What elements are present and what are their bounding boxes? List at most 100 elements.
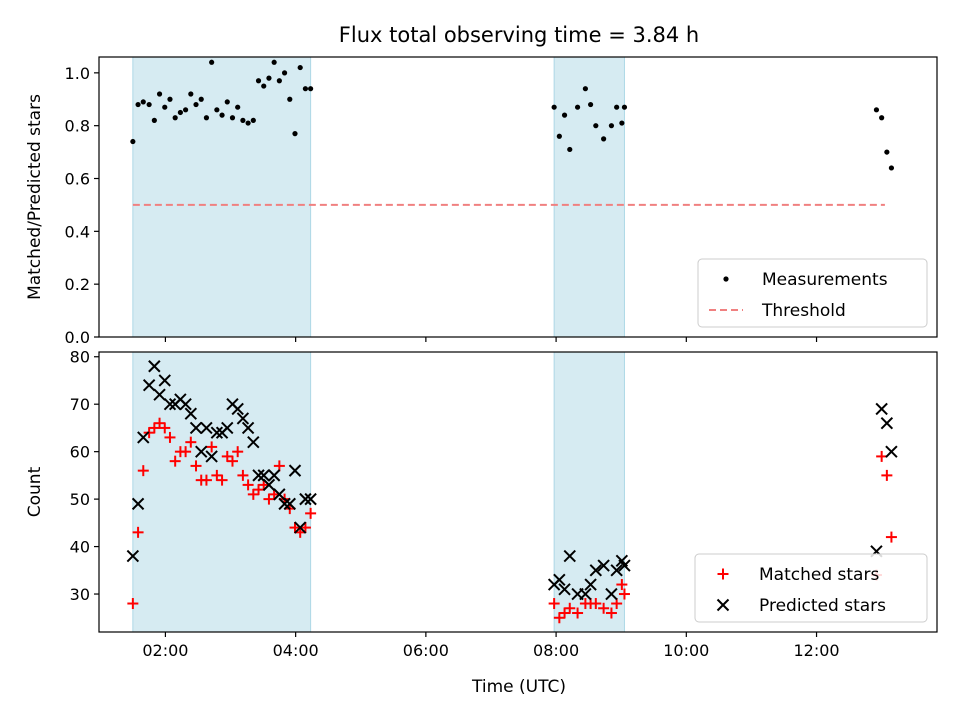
data-point [614, 104, 620, 110]
marker-shape [597, 559, 610, 572]
data-point [619, 120, 625, 126]
data-point [159, 422, 171, 434]
y-tick-label: 0.2 [65, 275, 90, 294]
y-tick-label: 0.0 [65, 328, 90, 347]
marker-shape [137, 431, 150, 444]
data-point [289, 522, 301, 534]
data-point [563, 549, 576, 563]
marker-shape [601, 136, 607, 142]
data-point [305, 507, 317, 519]
data-point [184, 407, 198, 420]
y-tick-label: 70 [70, 395, 90, 414]
data-point [271, 59, 277, 65]
data-point [182, 107, 189, 113]
data-point [293, 521, 307, 534]
marker-shape [567, 146, 573, 153]
data-point [200, 474, 212, 486]
data-point [605, 587, 618, 601]
marker-shape [561, 112, 568, 118]
data-point [610, 564, 623, 577]
marker-shape [885, 445, 898, 458]
marker-shape [304, 492, 317, 506]
data-point [131, 497, 145, 511]
marker-shape [195, 445, 208, 458]
legend-item: Threshold [709, 301, 846, 321]
data-point [621, 104, 628, 110]
marker-shape [255, 78, 262, 84]
marker-shape [287, 96, 293, 102]
marker-shape [184, 407, 198, 420]
marker-shape [153, 388, 166, 401]
marker-shape [261, 83, 267, 89]
data-point [287, 96, 293, 102]
marker-shape [205, 450, 218, 463]
marker-shape [146, 101, 152, 108]
data-point [589, 564, 603, 577]
data-point [880, 416, 894, 430]
data-point [190, 460, 202, 472]
data-point [177, 109, 183, 116]
data-point [132, 526, 144, 538]
marker-shape [262, 478, 276, 492]
data-point [559, 607, 571, 619]
marker-shape [126, 549, 140, 563]
data-point [240, 117, 246, 123]
marker-shape [281, 70, 288, 76]
data-point [224, 99, 230, 105]
marker-shape [588, 101, 594, 108]
marker-shape [198, 96, 204, 102]
marker-shape [193, 101, 199, 108]
marker-shape [231, 402, 244, 416]
data-point [292, 131, 298, 137]
data-point [140, 99, 146, 105]
marker-shape [293, 521, 307, 534]
legend-swatch [717, 568, 729, 580]
data-point [247, 435, 260, 449]
data-point [561, 112, 568, 118]
data-point [226, 455, 238, 467]
data-point [268, 488, 280, 500]
marker-shape [271, 59, 277, 65]
marker-shape [156, 91, 163, 97]
marker-shape [245, 120, 251, 126]
legend-item: Measurements [723, 270, 888, 290]
y-tick-label: 40 [70, 538, 90, 557]
x-tick-label: 10:00 [663, 641, 709, 660]
axes-frame [98, 351, 938, 633]
data-point [278, 497, 291, 511]
data-point [200, 421, 213, 435]
marker-shape [283, 497, 296, 511]
data-point [205, 450, 218, 463]
data-point [553, 612, 565, 624]
data-point [551, 104, 557, 110]
marker-shape [551, 104, 557, 110]
marker-shape [884, 149, 890, 155]
data-point [148, 422, 160, 434]
data-point [179, 397, 192, 411]
marker-shape [172, 115, 178, 121]
data-point [267, 469, 281, 482]
marker-shape [558, 583, 571, 596]
data-point [281, 70, 288, 76]
marker-shape [209, 59, 215, 65]
x-tick-label: 04:00 [273, 641, 319, 660]
data-point [162, 104, 168, 110]
marker-shape [292, 131, 298, 137]
data-point [198, 96, 204, 102]
data-point [273, 460, 285, 472]
data-point [263, 493, 275, 505]
data-point [590, 598, 602, 610]
data-point [616, 579, 628, 591]
data-point [232, 446, 244, 458]
series-matched-stars [127, 417, 897, 624]
marker-shape [163, 397, 177, 411]
y-tick-label: 1.0 [65, 64, 90, 83]
y-tick-label: 0.8 [65, 117, 90, 136]
marker-shape [158, 374, 171, 387]
data-point [618, 559, 631, 572]
marker-shape [252, 469, 265, 482]
data-point [885, 531, 897, 543]
legend-item: Predicted stars [716, 596, 886, 616]
marker-shape [247, 435, 260, 449]
